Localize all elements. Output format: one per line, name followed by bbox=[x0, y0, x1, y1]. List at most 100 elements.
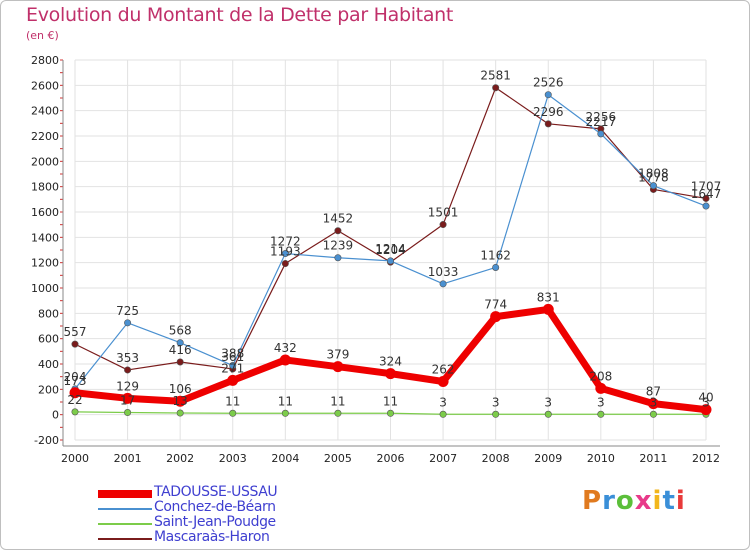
data-point bbox=[71, 408, 79, 416]
brand-letter: P bbox=[582, 486, 603, 516]
x-tick-label: 2004 bbox=[271, 452, 299, 465]
data-label: 1808 bbox=[638, 167, 669, 181]
legend-swatch bbox=[98, 508, 152, 510]
legend-swatch bbox=[98, 523, 152, 525]
brand-letter: o bbox=[615, 486, 635, 516]
x-tick-label: 2010 bbox=[587, 452, 615, 465]
axis-layer: -200 0 200 400 600 800 1000 1200 1400 1600 1800 200… bbox=[31, 54, 720, 465]
data-point bbox=[647, 398, 659, 410]
data-label: 40 bbox=[698, 391, 713, 405]
data-label: 361 bbox=[221, 350, 244, 364]
data-label: 11 bbox=[278, 394, 293, 408]
brand-letter: t bbox=[662, 486, 676, 516]
legend-label: Saint-Jean-Poudge bbox=[154, 514, 276, 530]
data-label: 774 bbox=[484, 298, 507, 312]
data-label: 13 bbox=[173, 394, 188, 408]
data-label: 3 bbox=[492, 395, 500, 409]
data-label: 2581 bbox=[480, 69, 511, 83]
x-tick-label: 2005 bbox=[324, 452, 352, 465]
brand-letter: x bbox=[634, 486, 653, 516]
data-point bbox=[334, 409, 342, 417]
x-tick-label: 2009 bbox=[534, 452, 562, 465]
y-tick-label: 1600 bbox=[31, 206, 59, 219]
x-tick-label: 2001 bbox=[114, 452, 142, 465]
data-point bbox=[279, 354, 291, 366]
data-point bbox=[702, 202, 710, 210]
x-tick-label: 2007 bbox=[429, 452, 457, 465]
y-tick-label: 400 bbox=[38, 358, 59, 371]
data-point bbox=[174, 395, 186, 407]
data-label: 1214 bbox=[375, 242, 406, 256]
data-label: 11 bbox=[225, 394, 240, 408]
data-point bbox=[492, 410, 500, 418]
data-label: 388 bbox=[221, 347, 244, 361]
data-point bbox=[176, 358, 184, 366]
data-label: 1033 bbox=[428, 265, 459, 279]
data-point bbox=[595, 382, 607, 394]
data-point bbox=[702, 194, 710, 202]
data-point bbox=[122, 392, 134, 404]
y-tick-label: 200 bbox=[38, 383, 59, 396]
data-point bbox=[69, 387, 81, 399]
data-label: 262 bbox=[432, 362, 455, 376]
data-point bbox=[492, 263, 500, 271]
data-label: 3 bbox=[702, 395, 710, 409]
data-label: 204 bbox=[64, 370, 87, 384]
legend-label: Conchez-de-Béarn bbox=[154, 499, 276, 515]
data-point bbox=[544, 120, 552, 128]
brand-letter: i bbox=[652, 486, 663, 516]
y-tick-label: 1200 bbox=[31, 257, 59, 270]
data-label: 11 bbox=[330, 394, 345, 408]
data-point bbox=[597, 410, 605, 418]
data-point bbox=[386, 257, 394, 265]
data-point bbox=[649, 410, 657, 418]
data-point bbox=[437, 375, 449, 387]
data-label: 1272 bbox=[270, 235, 301, 249]
data-label: 1501 bbox=[428, 206, 459, 220]
data-label: 2526 bbox=[533, 76, 564, 90]
x-tick-label: 2003 bbox=[219, 452, 247, 465]
data-point bbox=[281, 250, 289, 258]
data-point bbox=[332, 361, 344, 373]
data-point bbox=[542, 303, 554, 315]
data-point bbox=[176, 339, 184, 347]
data-label: 353 bbox=[116, 351, 139, 365]
data-point bbox=[385, 368, 396, 380]
data-point bbox=[544, 410, 552, 418]
chart-unit: (en €) bbox=[26, 29, 59, 42]
legend-label: Mascaraàs-Haron bbox=[154, 529, 270, 545]
data-label: 129 bbox=[116, 379, 139, 393]
data-point bbox=[492, 84, 500, 92]
data-label: 87 bbox=[646, 385, 661, 399]
data-label: 831 bbox=[537, 290, 560, 304]
y-tick-label: 0 bbox=[52, 409, 59, 422]
data-point bbox=[124, 366, 132, 374]
chart-title: Evolution du Montant de la Dette par Hab… bbox=[26, 4, 454, 26]
y-tick-label: 1000 bbox=[31, 282, 59, 295]
data-point bbox=[544, 91, 552, 99]
legend-swatch bbox=[98, 490, 152, 498]
data-point bbox=[229, 409, 237, 417]
y-tick-label: 600 bbox=[38, 333, 59, 346]
data-label: 3 bbox=[597, 395, 605, 409]
data-label: 1707 bbox=[691, 179, 722, 193]
x-tick-label: 2012 bbox=[692, 452, 720, 465]
data-point bbox=[176, 409, 184, 417]
data-point bbox=[71, 340, 79, 348]
x-tick-label: 2000 bbox=[61, 452, 89, 465]
data-label: 106 bbox=[169, 382, 192, 396]
x-tick-label: 2011 bbox=[639, 452, 667, 465]
data-label: 22 bbox=[67, 393, 82, 407]
data-point bbox=[649, 182, 657, 190]
data-label: 2296 bbox=[533, 105, 564, 119]
y-tick-label: 2800 bbox=[31, 54, 59, 67]
x-tick-label: 2002 bbox=[166, 452, 194, 465]
brand-logo: Proxiti bbox=[582, 486, 686, 516]
data-label: 17 bbox=[120, 394, 135, 408]
data-label: 208 bbox=[589, 369, 612, 383]
y-tick-label: 2200 bbox=[31, 130, 59, 143]
data-point bbox=[439, 280, 447, 288]
data-point bbox=[700, 404, 712, 416]
